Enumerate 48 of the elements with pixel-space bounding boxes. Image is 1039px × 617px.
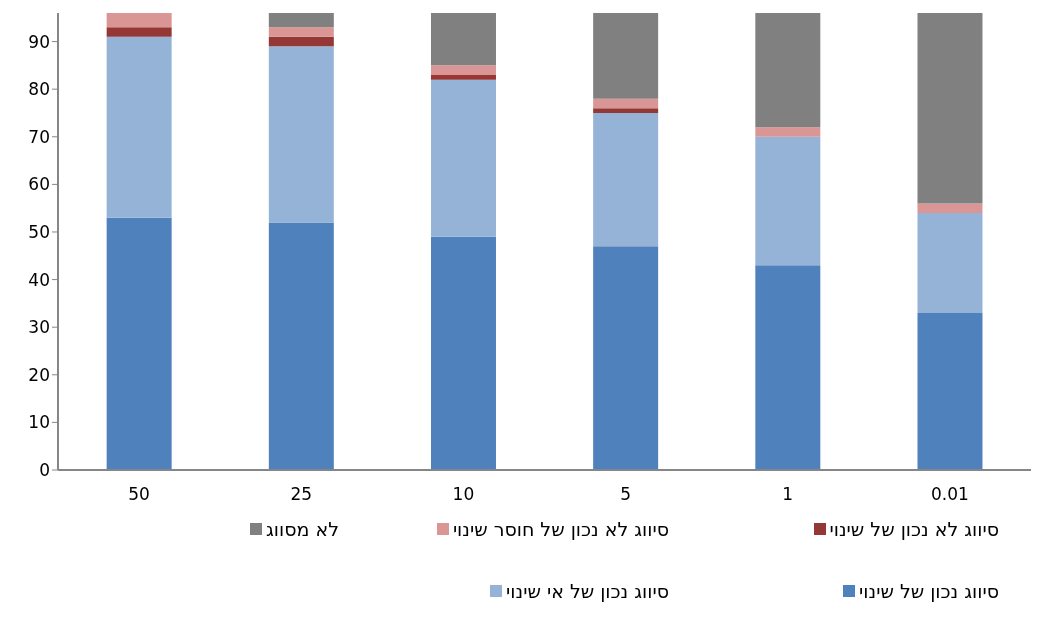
bar bbox=[593, 112, 659, 247]
y-tick-label: 40 bbox=[28, 269, 50, 290]
bar bbox=[268, 27, 334, 37]
bar bbox=[755, 265, 821, 470]
bar bbox=[268, 36, 334, 47]
y-tick-label: 80 bbox=[28, 79, 50, 100]
x-tick-label: 25 bbox=[290, 484, 313, 505]
y-tick-label: 60 bbox=[28, 174, 50, 195]
bar bbox=[593, 108, 659, 113]
bar bbox=[430, 79, 496, 237]
legend-label: סיווג נכון של אי שינוי bbox=[506, 580, 669, 602]
legend-label: סיווג נכון של שינוי bbox=[859, 580, 999, 602]
bar bbox=[593, 13, 659, 99]
x-tick-label: 5 bbox=[620, 484, 631, 505]
y-tick-label: 0 bbox=[39, 460, 50, 481]
bar bbox=[917, 13, 983, 204]
bar bbox=[268, 13, 334, 28]
bar bbox=[430, 65, 496, 75]
bar bbox=[106, 27, 172, 37]
bar bbox=[917, 212, 983, 313]
bar bbox=[917, 203, 983, 213]
bar bbox=[268, 222, 334, 470]
legend-label: סיווג לא נכון של חוסר שינוי bbox=[452, 518, 669, 540]
bar bbox=[268, 46, 334, 223]
y-tick-label: 20 bbox=[28, 364, 50, 385]
bar bbox=[755, 13, 821, 128]
bar bbox=[430, 236, 496, 470]
x-tick-label: 0.01 bbox=[930, 484, 969, 505]
bar bbox=[917, 312, 983, 470]
bar bbox=[755, 127, 821, 137]
bar bbox=[755, 136, 821, 266]
y-tick-label: 90 bbox=[28, 31, 50, 52]
legend-label: לא מסווג bbox=[266, 518, 339, 540]
bar bbox=[430, 74, 496, 80]
bar bbox=[593, 98, 659, 109]
y-tick-label: 50 bbox=[28, 222, 50, 243]
bar bbox=[430, 13, 496, 66]
x-tick-label: 1 bbox=[782, 484, 794, 505]
x-tick-label: 50 bbox=[128, 484, 150, 505]
legend-label: סיווג לא נכון של שינוי bbox=[829, 518, 999, 540]
y-tick-label: 30 bbox=[28, 317, 50, 338]
bar bbox=[106, 36, 172, 218]
y-tick-label: 10 bbox=[28, 412, 50, 433]
bar bbox=[106, 217, 172, 470]
bar bbox=[106, 13, 172, 28]
bar bbox=[593, 246, 659, 470]
y-tick-label: 70 bbox=[28, 126, 50, 147]
x-tick-label: 10 bbox=[452, 484, 475, 505]
